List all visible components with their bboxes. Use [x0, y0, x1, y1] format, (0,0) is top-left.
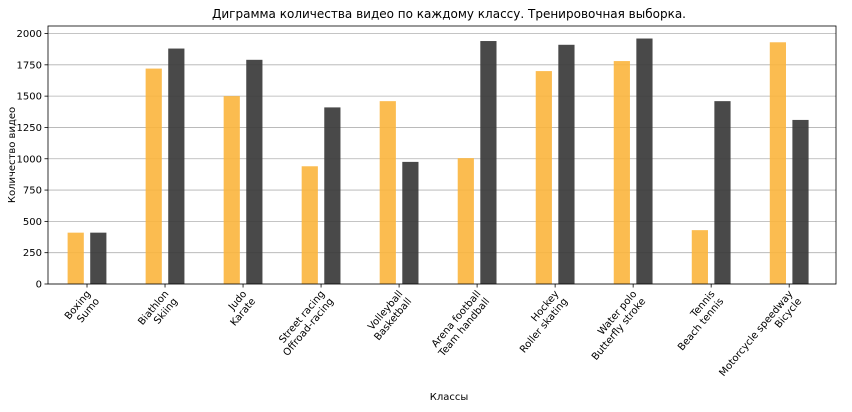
- bar: [67, 232, 84, 284]
- bar: [223, 96, 240, 284]
- bar: [792, 119, 809, 284]
- y-tick-label: 750: [23, 186, 42, 197]
- bar: [457, 158, 474, 284]
- y-tick-label: 0: [36, 280, 42, 291]
- x-axis-ticks: BoxingSumo BiathlonSkiing JudoKarate Street…: [63, 284, 805, 386]
- x-tick-label: TennisBeach tennis: [667, 289, 726, 353]
- y-tick-label: 1000: [17, 154, 42, 165]
- bar: [168, 48, 185, 285]
- x-tick-label: HockeyRoller skating: [509, 289, 570, 356]
- bar: [558, 44, 575, 284]
- bar: [246, 59, 263, 284]
- x-tick-label: Street racingOffroad-racing: [273, 289, 337, 359]
- bar: [691, 230, 708, 284]
- x-tick-label-line: Motorcycle speedway: [718, 289, 796, 379]
- plot-frame: [47, 25, 837, 285]
- bar: [769, 42, 786, 284]
- x-tick-label: Motorcycle speedwayBicycle: [718, 289, 805, 386]
- bar: [301, 166, 318, 284]
- y-axis-label: Количество видео: [7, 107, 18, 203]
- bar: [714, 101, 731, 284]
- bar: [90, 232, 107, 284]
- y-tick-label: 500: [23, 217, 42, 228]
- y-tick-label: 1250: [17, 123, 42, 134]
- bar: [480, 41, 497, 284]
- x-tick-label: BoxingSumo: [63, 289, 102, 330]
- x-tick-label: JudoKarate: [220, 289, 258, 329]
- bar: [636, 38, 653, 284]
- y-tick-label: 1750: [17, 60, 42, 71]
- x-tick-label: VolleyballBasketball: [364, 289, 415, 343]
- y-tick-label: 2000: [17, 29, 42, 40]
- bar: [145, 68, 162, 285]
- x-axis-label: Классы: [430, 392, 469, 403]
- y-axis-ticks: 0 250 500 750 1000 1250 1500 1750 2000: [17, 29, 48, 291]
- y-tick-label: 1500: [17, 92, 42, 103]
- bar: [379, 101, 396, 284]
- bar: [402, 161, 419, 284]
- x-tick-label: Arena footballTeam handball: [428, 289, 493, 360]
- bars: [67, 38, 809, 285]
- bar: [324, 107, 341, 284]
- bar: [535, 71, 552, 285]
- y-tick-label: 250: [23, 248, 42, 259]
- x-tick-label: Water poloButterfly stroke: [581, 289, 648, 363]
- x-tick-label: BiathlonSkiing: [136, 289, 180, 335]
- bar: [613, 61, 630, 284]
- chart-title: Диграмма количества видео по каждому кла…: [212, 7, 686, 21]
